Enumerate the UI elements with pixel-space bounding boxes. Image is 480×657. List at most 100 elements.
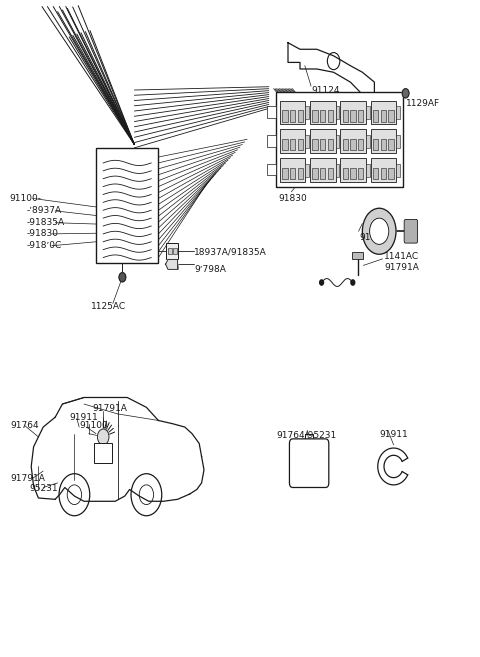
FancyBboxPatch shape bbox=[305, 135, 309, 148]
FancyBboxPatch shape bbox=[320, 110, 325, 122]
FancyBboxPatch shape bbox=[381, 168, 386, 179]
FancyBboxPatch shape bbox=[336, 106, 339, 119]
FancyBboxPatch shape bbox=[290, 110, 295, 122]
FancyBboxPatch shape bbox=[371, 129, 396, 153]
FancyBboxPatch shape bbox=[267, 135, 276, 147]
FancyBboxPatch shape bbox=[312, 168, 318, 179]
FancyBboxPatch shape bbox=[305, 106, 309, 119]
FancyBboxPatch shape bbox=[350, 110, 356, 122]
FancyBboxPatch shape bbox=[366, 135, 370, 148]
FancyBboxPatch shape bbox=[366, 164, 370, 177]
Text: -ʼ8937A: -ʼ8937A bbox=[26, 206, 61, 215]
Text: 91716: 91716 bbox=[359, 233, 388, 242]
FancyBboxPatch shape bbox=[282, 168, 288, 179]
FancyBboxPatch shape bbox=[381, 139, 386, 150]
Text: 18937A/91835A: 18937A/91835A bbox=[194, 247, 267, 256]
FancyBboxPatch shape bbox=[320, 168, 325, 179]
FancyBboxPatch shape bbox=[267, 106, 276, 118]
Text: 91124: 91124 bbox=[311, 86, 339, 95]
Text: -918ʼ0C: -918ʼ0C bbox=[26, 241, 61, 250]
FancyBboxPatch shape bbox=[343, 110, 348, 122]
Circle shape bbox=[119, 273, 126, 282]
FancyBboxPatch shape bbox=[94, 443, 112, 463]
FancyBboxPatch shape bbox=[168, 248, 172, 254]
FancyBboxPatch shape bbox=[340, 129, 366, 153]
Circle shape bbox=[320, 280, 324, 285]
Text: 91830: 91830 bbox=[278, 194, 307, 203]
FancyBboxPatch shape bbox=[267, 164, 276, 175]
FancyBboxPatch shape bbox=[328, 168, 333, 179]
Text: 91791A: 91791A bbox=[92, 404, 127, 413]
FancyBboxPatch shape bbox=[280, 158, 305, 182]
FancyBboxPatch shape bbox=[282, 139, 288, 150]
FancyBboxPatch shape bbox=[358, 168, 363, 179]
Text: 91791A: 91791A bbox=[384, 263, 419, 272]
Text: 1141AC: 1141AC bbox=[384, 252, 419, 261]
FancyBboxPatch shape bbox=[320, 139, 325, 150]
FancyBboxPatch shape bbox=[396, 106, 400, 119]
Text: 1125AC: 1125AC bbox=[91, 302, 126, 311]
FancyBboxPatch shape bbox=[336, 164, 339, 177]
FancyBboxPatch shape bbox=[289, 439, 329, 487]
Text: 9ʼ798A: 9ʼ798A bbox=[194, 265, 226, 274]
Text: 1129AF: 1129AF bbox=[406, 99, 440, 108]
Circle shape bbox=[351, 280, 355, 285]
FancyBboxPatch shape bbox=[276, 92, 403, 187]
FancyBboxPatch shape bbox=[373, 168, 378, 179]
Text: 91764: 91764 bbox=[11, 421, 39, 430]
FancyBboxPatch shape bbox=[173, 248, 177, 254]
FancyBboxPatch shape bbox=[358, 110, 363, 122]
FancyBboxPatch shape bbox=[340, 101, 366, 124]
FancyBboxPatch shape bbox=[310, 101, 336, 124]
Polygon shape bbox=[166, 260, 178, 269]
FancyBboxPatch shape bbox=[328, 110, 333, 122]
FancyBboxPatch shape bbox=[166, 243, 178, 259]
Text: 91100: 91100 bbox=[79, 421, 108, 430]
FancyBboxPatch shape bbox=[371, 158, 396, 182]
FancyBboxPatch shape bbox=[371, 101, 396, 124]
FancyBboxPatch shape bbox=[381, 110, 386, 122]
Text: 91911: 91911 bbox=[379, 430, 408, 440]
FancyBboxPatch shape bbox=[373, 139, 378, 150]
FancyBboxPatch shape bbox=[388, 168, 394, 179]
FancyBboxPatch shape bbox=[350, 139, 356, 150]
FancyBboxPatch shape bbox=[350, 168, 356, 179]
FancyBboxPatch shape bbox=[373, 110, 378, 122]
FancyBboxPatch shape bbox=[280, 101, 305, 124]
Text: -91830: -91830 bbox=[26, 229, 59, 238]
FancyBboxPatch shape bbox=[310, 158, 336, 182]
FancyBboxPatch shape bbox=[290, 139, 295, 150]
Circle shape bbox=[370, 218, 389, 244]
FancyBboxPatch shape bbox=[312, 139, 318, 150]
FancyBboxPatch shape bbox=[282, 110, 288, 122]
FancyBboxPatch shape bbox=[298, 168, 303, 179]
Circle shape bbox=[97, 429, 109, 445]
FancyBboxPatch shape bbox=[298, 110, 303, 122]
FancyBboxPatch shape bbox=[310, 129, 336, 153]
Text: 91100-: 91100- bbox=[10, 194, 42, 203]
FancyBboxPatch shape bbox=[343, 168, 348, 179]
FancyBboxPatch shape bbox=[336, 135, 339, 148]
Text: -91835A: -91835A bbox=[26, 218, 64, 227]
FancyBboxPatch shape bbox=[404, 219, 418, 243]
FancyBboxPatch shape bbox=[298, 139, 303, 150]
FancyBboxPatch shape bbox=[96, 148, 158, 263]
FancyBboxPatch shape bbox=[396, 164, 400, 177]
FancyBboxPatch shape bbox=[305, 164, 309, 177]
Text: 91764/95231: 91764/95231 bbox=[276, 430, 336, 440]
FancyBboxPatch shape bbox=[388, 110, 394, 122]
Text: 95231: 95231 bbox=[30, 484, 59, 493]
FancyBboxPatch shape bbox=[280, 129, 305, 153]
FancyBboxPatch shape bbox=[340, 158, 366, 182]
FancyBboxPatch shape bbox=[328, 139, 333, 150]
FancyBboxPatch shape bbox=[352, 252, 363, 259]
Text: 91911: 91911 bbox=[70, 413, 98, 422]
FancyBboxPatch shape bbox=[366, 106, 370, 119]
FancyBboxPatch shape bbox=[358, 139, 363, 150]
FancyBboxPatch shape bbox=[312, 110, 318, 122]
Circle shape bbox=[402, 89, 409, 98]
FancyBboxPatch shape bbox=[388, 139, 394, 150]
Text: 91791A: 91791A bbox=[11, 474, 46, 483]
FancyBboxPatch shape bbox=[396, 135, 400, 148]
Circle shape bbox=[362, 208, 396, 254]
